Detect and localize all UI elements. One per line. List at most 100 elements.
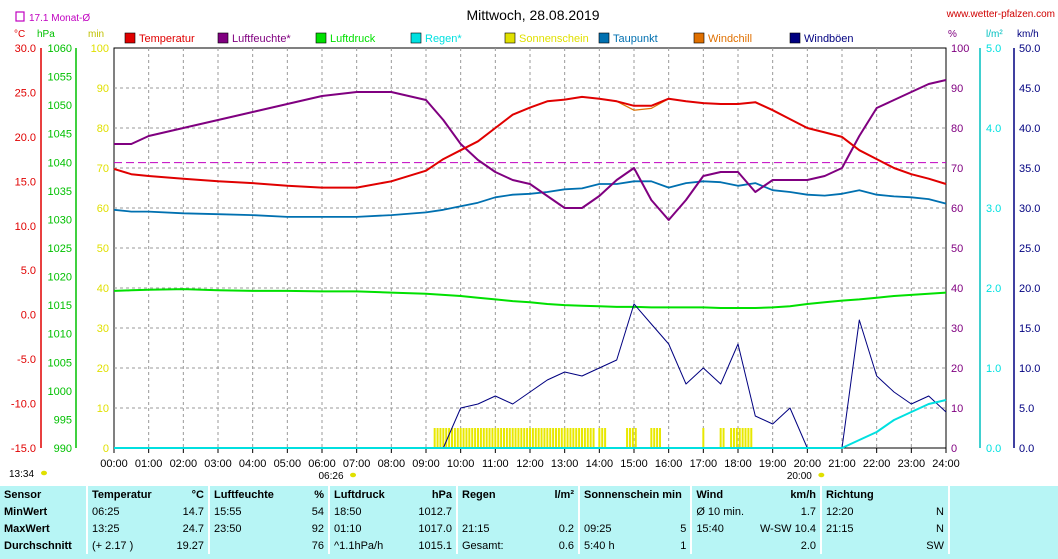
sunshine-bar-0 xyxy=(477,428,479,448)
sunset-icon xyxy=(818,472,825,478)
stats-header-row: Sensor Temperatur °C Luftfeuchte % Luftd… xyxy=(0,486,1058,503)
sunshine-bar-0 xyxy=(526,428,529,448)
x-tick-10: 10:00 xyxy=(447,458,475,470)
stats-panel: Sensor Temperatur °C Luftfeuchte % Luftd… xyxy=(0,486,1058,559)
stats-spacer xyxy=(948,503,1058,520)
legend-swatch-1 xyxy=(217,32,229,44)
sunshine-bar-0 xyxy=(581,428,583,448)
stats-spacer xyxy=(948,520,1058,537)
sunshine-bar-0 xyxy=(433,428,436,448)
tick-rain-2: 3.0 xyxy=(986,203,1001,215)
stats-cell-w-val: 1.7 xyxy=(800,505,816,518)
tick-rain-0: 5.0 xyxy=(986,43,1001,55)
x-tick-19: 19:00 xyxy=(759,458,787,470)
x-tick-11: 11:00 xyxy=(482,458,509,470)
sunshine-bar-0 xyxy=(572,428,575,448)
sunshine-bar-2 xyxy=(626,428,629,448)
chart-title: Mittwoch, 28.08.2019 xyxy=(466,7,599,23)
tick-minutes-7: 30 xyxy=(97,323,109,335)
sunset-label: 20:00 xyxy=(787,471,812,482)
tick-minutes-9: 10 xyxy=(97,403,109,415)
tick-humidity-6: 40 xyxy=(951,283,963,295)
stats-cell-h-time: 23:50 xyxy=(208,520,284,537)
header-press-unit: hPa xyxy=(431,488,452,501)
tick-pressure-10: 1010 xyxy=(48,329,72,341)
sunshine-bar-0 xyxy=(514,428,517,448)
tick-pressure-1: 1055 xyxy=(48,72,72,84)
tick-pressure-6: 1030 xyxy=(48,214,72,226)
sunshine-bar-0 xyxy=(578,428,581,448)
x-tick-1: 01:00 xyxy=(135,458,163,470)
header-wind: Wind xyxy=(690,486,748,503)
sunshine-bar-3 xyxy=(650,428,653,448)
sunshine-bar-6 xyxy=(730,428,733,448)
sunshine-bar-0 xyxy=(479,428,482,448)
tick-temp-0: 30.0 xyxy=(15,43,36,55)
tick-humidity-9: 10 xyxy=(951,403,963,415)
sunshine-bar-0 xyxy=(566,428,569,448)
header-dir-empty xyxy=(900,486,949,503)
stats-cell-d-val: SW xyxy=(926,539,944,552)
legend-swatch-3 xyxy=(410,32,422,44)
x-tick-22: 22:00 xyxy=(863,458,891,470)
x-tick-12: 12:00 xyxy=(516,458,544,470)
sunshine-bar-0 xyxy=(563,428,566,448)
x-tick-8: 08:00 xyxy=(378,458,406,470)
sunshine-bar-6 xyxy=(735,428,738,448)
x-tick-7: 07:00 xyxy=(343,458,371,470)
website-link[interactable]: www.wetter-pfalzen.com xyxy=(946,9,1055,20)
tick-temp-9: -15.0 xyxy=(11,443,36,455)
stats-cell-d-time: 21:15 xyxy=(820,520,900,537)
stats-cell-h-val: 54 xyxy=(311,505,324,518)
sunshine-bar-0 xyxy=(534,428,537,448)
tick-wind-9: 5.0 xyxy=(1019,403,1034,415)
legend-swatch-0 xyxy=(124,32,136,44)
legend-label-6: Windchill xyxy=(708,33,752,45)
x-tick-5: 05:00 xyxy=(274,458,302,470)
x-tick-3: 03:00 xyxy=(204,458,232,470)
tick-humidity-1: 90 xyxy=(951,83,963,95)
tick-pressure-9: 1015 xyxy=(48,300,72,312)
tick-temp-1: 25.0 xyxy=(15,87,36,99)
sunshine-bar-0 xyxy=(531,428,534,448)
stats-cell-d-time xyxy=(820,537,900,554)
header-rain-unit: l/m² xyxy=(554,488,574,501)
sunshine-bar-0 xyxy=(494,428,497,448)
tick-minutes-1: 90 xyxy=(97,83,109,95)
stats-cell-p-time: ^1.1hPa/h xyxy=(328,537,398,554)
stats-cell-r-time: 21:15 xyxy=(456,520,526,537)
tick-pressure-0: 1060 xyxy=(48,43,72,55)
stats-cell-w-val: W-SW 10.4 xyxy=(759,522,816,535)
tick-pressure-7: 1025 xyxy=(48,243,72,255)
sunshine-bar-0 xyxy=(453,428,456,448)
tick-wind-6: 20.0 xyxy=(1019,283,1040,295)
sunshine-bar-5 xyxy=(722,428,725,448)
tick-pressure-13: 995 xyxy=(54,414,72,426)
stats-cell-s-time xyxy=(577,503,661,520)
tick-wind-4: 30.0 xyxy=(1019,203,1040,215)
stats-cell-r-val xyxy=(526,503,579,520)
tick-minutes-2: 80 xyxy=(97,123,109,135)
tick-pressure-3: 1045 xyxy=(48,129,72,141)
sunshine-bar-0 xyxy=(439,428,442,448)
sunshine-bar-0 xyxy=(546,428,549,448)
tick-wind-8: 10.0 xyxy=(1019,363,1040,375)
sunshine-bar-0 xyxy=(471,428,474,448)
unit-right-2: km/h xyxy=(1017,29,1039,40)
legend-swatch-5 xyxy=(598,32,610,44)
sunshine-bar-6 xyxy=(744,428,747,448)
tick-wind-7: 15.0 xyxy=(1019,323,1040,335)
tick-minutes-3: 70 xyxy=(97,163,109,175)
series-line-3 xyxy=(113,180,947,218)
legend-label-7: Windböen xyxy=(804,33,854,45)
stats-cell-w-time: 15:40 xyxy=(690,520,748,537)
stats-cell-t-time: 06:25 xyxy=(86,503,162,520)
tick-temp-2: 20.0 xyxy=(15,132,36,144)
sunshine-bar-0 xyxy=(552,428,555,448)
sunshine-bar-0 xyxy=(485,428,488,448)
stats-cell-p-val: 1012.7 xyxy=(418,505,452,518)
sunshine-bar-0 xyxy=(451,428,453,448)
sunshine-bar-0 xyxy=(505,428,508,448)
sunshine-bar-3 xyxy=(653,428,656,448)
sunshine-bar-1 xyxy=(601,428,604,448)
